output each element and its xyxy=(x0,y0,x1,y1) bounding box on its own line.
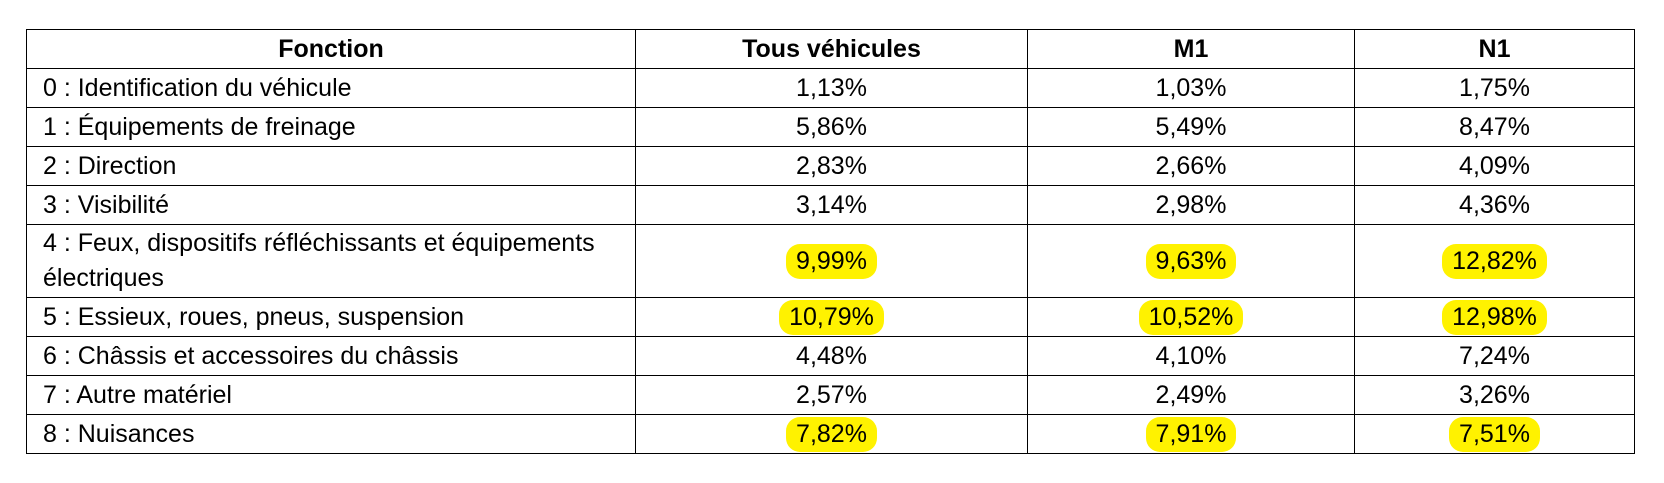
cell-m1: 9,63% xyxy=(1027,224,1355,298)
cell-tous-vehicules: 7,82% xyxy=(635,414,1028,454)
cell-m1: 2,66% xyxy=(1027,146,1355,186)
cell-tous-vehicules: 1,13% xyxy=(635,68,1028,108)
cell-tous-vehicules: 4,48% xyxy=(635,336,1028,376)
cell-tous-vehicules: 5,86% xyxy=(635,107,1028,147)
table-row: 4 : Feux, dispositifs réfléchissants et … xyxy=(26,224,1635,298)
row-label: 4 : Feux, dispositifs réfléchissants et … xyxy=(26,224,636,298)
highlighted-value: 7,51% xyxy=(1449,416,1540,452)
cell-tous-vehicules: 3,14% xyxy=(635,185,1028,225)
cell-m1: 4,10% xyxy=(1027,336,1355,376)
cell-tous-vehicules: 2,57% xyxy=(635,375,1028,415)
highlighted-value: 9,63% xyxy=(1145,243,1237,279)
table-row: 0 : Identification du véhicule 1,13% 1,0… xyxy=(26,68,1635,108)
cell-n1: 4,09% xyxy=(1354,146,1635,186)
cell-tous-vehicules: 10,79% xyxy=(635,297,1028,337)
highlighted-value: 12,98% xyxy=(1442,299,1547,335)
cell-m1: 5,49% xyxy=(1027,107,1355,147)
cell-n1: 3,26% xyxy=(1354,375,1635,415)
highlighted-value: 7,82% xyxy=(786,416,877,452)
data-table-wrapper: Fonction Tous véhicules M1 N1 0 : Identi… xyxy=(26,29,1635,454)
row-label: 0 : Identification du véhicule xyxy=(26,68,636,108)
highlighted-value: 10,79% xyxy=(779,299,884,335)
highlighted-value: 9,99% xyxy=(786,243,877,279)
table-row: 7 : Autre matériel 2,57% 2,49% 3,26% xyxy=(26,375,1635,415)
header-fonction: Fonction xyxy=(26,29,636,69)
highlighted-value: 10,52% xyxy=(1138,299,1244,335)
cell-n1: 1,75% xyxy=(1354,68,1635,108)
table-row: 5 : Essieux, roues, pneus, suspension 10… xyxy=(26,297,1635,337)
header-m1: M1 xyxy=(1027,29,1355,69)
table-row: 6 : Châssis et accessoires du châssis 4,… xyxy=(26,336,1635,376)
table-row: 3 : Visibilité 3,14% 2,98% 4,36% xyxy=(26,185,1635,225)
cell-n1: 8,47% xyxy=(1354,107,1635,147)
header-tous-vehicules: Tous véhicules xyxy=(635,29,1028,69)
table-row: 2 : Direction 2,83% 2,66% 4,09% xyxy=(26,146,1635,186)
row-label: 6 : Châssis et accessoires du châssis xyxy=(26,336,636,376)
row-label: 3 : Visibilité xyxy=(26,185,636,225)
cell-n1: 4,36% xyxy=(1354,185,1635,225)
table-header-row: Fonction Tous véhicules M1 N1 xyxy=(26,29,1635,69)
header-n1: N1 xyxy=(1354,29,1635,69)
cell-m1: 2,49% xyxy=(1027,375,1355,415)
cell-n1: 7,24% xyxy=(1354,336,1635,376)
row-label: 2 : Direction xyxy=(26,146,636,186)
cell-n1: 7,51% xyxy=(1354,414,1635,454)
cell-m1: 1,03% xyxy=(1027,68,1355,108)
fonction-rates-table: Fonction Tous véhicules M1 N1 0 : Identi… xyxy=(26,29,1635,454)
cell-tous-vehicules: 9,99% xyxy=(635,224,1028,298)
row-label: 8 : Nuisances xyxy=(26,414,636,454)
cell-m1: 2,98% xyxy=(1027,185,1355,225)
cell-n1: 12,98% xyxy=(1354,297,1635,337)
highlighted-value: 12,82% xyxy=(1442,243,1547,279)
table-row: 1 : Équipements de freinage 5,86% 5,49% … xyxy=(26,107,1635,147)
row-label: 5 : Essieux, roues, pneus, suspension xyxy=(26,297,636,337)
cell-tous-vehicules: 2,83% xyxy=(635,146,1028,186)
highlighted-value: 7,91% xyxy=(1145,416,1237,452)
row-label: 7 : Autre matériel xyxy=(26,375,636,415)
table-row: 8 : Nuisances 7,82% 7,91% 7,51% xyxy=(26,414,1635,454)
cell-n1: 12,82% xyxy=(1354,224,1635,298)
cell-m1: 10,52% xyxy=(1027,297,1355,337)
row-label: 1 : Équipements de freinage xyxy=(26,107,636,147)
cell-m1: 7,91% xyxy=(1027,414,1355,454)
